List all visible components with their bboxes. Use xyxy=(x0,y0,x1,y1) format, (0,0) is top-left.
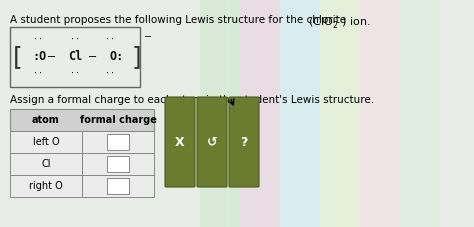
Text: ··: ·· xyxy=(70,35,80,44)
FancyBboxPatch shape xyxy=(197,97,227,187)
Bar xyxy=(360,0,400,227)
Text: X: X xyxy=(175,136,185,148)
Text: formal charge: formal charge xyxy=(80,115,156,125)
Bar xyxy=(82,153,154,175)
Bar xyxy=(107,134,129,150)
FancyBboxPatch shape xyxy=(229,97,259,187)
Bar xyxy=(10,131,82,153)
Text: left O: left O xyxy=(33,137,59,147)
Bar xyxy=(10,175,82,197)
Bar xyxy=(240,0,280,227)
Bar xyxy=(200,0,240,227)
Text: A student proposes the following Lewis structure for the chlorite: A student proposes the following Lewis s… xyxy=(10,15,346,25)
Text: $\left(\mathrm{ClO_2^-}\right)$ ion.: $\left(\mathrm{ClO_2^-}\right)$ ion. xyxy=(308,15,371,30)
Text: Cl: Cl xyxy=(41,159,51,169)
Text: O:: O: xyxy=(110,50,124,64)
Text: ↺: ↺ xyxy=(207,136,217,148)
Bar xyxy=(280,0,320,227)
Text: atom: atom xyxy=(32,115,60,125)
Bar xyxy=(10,27,140,87)
Text: ··: ·· xyxy=(105,35,115,44)
FancyBboxPatch shape xyxy=(165,97,195,187)
Bar xyxy=(0,0,230,227)
Bar xyxy=(107,178,129,194)
Bar xyxy=(82,131,154,153)
Text: Assign a formal charge to each atom in the student's Lewis structure.: Assign a formal charge to each atom in t… xyxy=(10,95,374,105)
Bar xyxy=(320,0,360,227)
Bar xyxy=(10,153,82,175)
Text: —: — xyxy=(90,50,97,64)
Bar xyxy=(400,0,440,227)
Text: ··: ·· xyxy=(33,69,43,79)
Text: −: − xyxy=(144,32,152,42)
Bar xyxy=(107,156,129,172)
Text: ]: ] xyxy=(132,45,142,69)
Text: ··: ·· xyxy=(70,69,80,79)
Bar xyxy=(82,175,154,197)
Text: right O: right O xyxy=(29,181,63,191)
Text: —: — xyxy=(48,50,55,64)
Text: ··: ·· xyxy=(105,69,115,79)
Text: Cl: Cl xyxy=(68,50,82,64)
Text: :O: :O xyxy=(32,50,46,64)
Text: [: [ xyxy=(13,45,23,69)
Text: ··: ·· xyxy=(33,35,43,44)
Bar xyxy=(10,109,154,131)
Text: ?: ? xyxy=(240,136,248,148)
